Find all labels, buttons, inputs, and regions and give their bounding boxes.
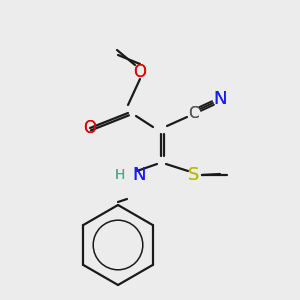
Text: C: C [188, 106, 198, 121]
Text: N: N [213, 90, 227, 108]
Text: N: N [213, 90, 227, 108]
Text: N: N [132, 166, 146, 184]
Text: H: H [115, 168, 125, 182]
Text: H: H [115, 168, 125, 182]
Text: O: O [83, 119, 97, 137]
Text: O: O [134, 63, 146, 81]
Text: C: C [188, 106, 198, 121]
Text: O: O [134, 63, 146, 81]
Text: S: S [188, 166, 200, 184]
Text: N: N [132, 166, 146, 184]
Text: O: O [83, 119, 97, 137]
Text: S: S [188, 166, 200, 184]
Text: methyl: methyl [0, 299, 1, 300]
